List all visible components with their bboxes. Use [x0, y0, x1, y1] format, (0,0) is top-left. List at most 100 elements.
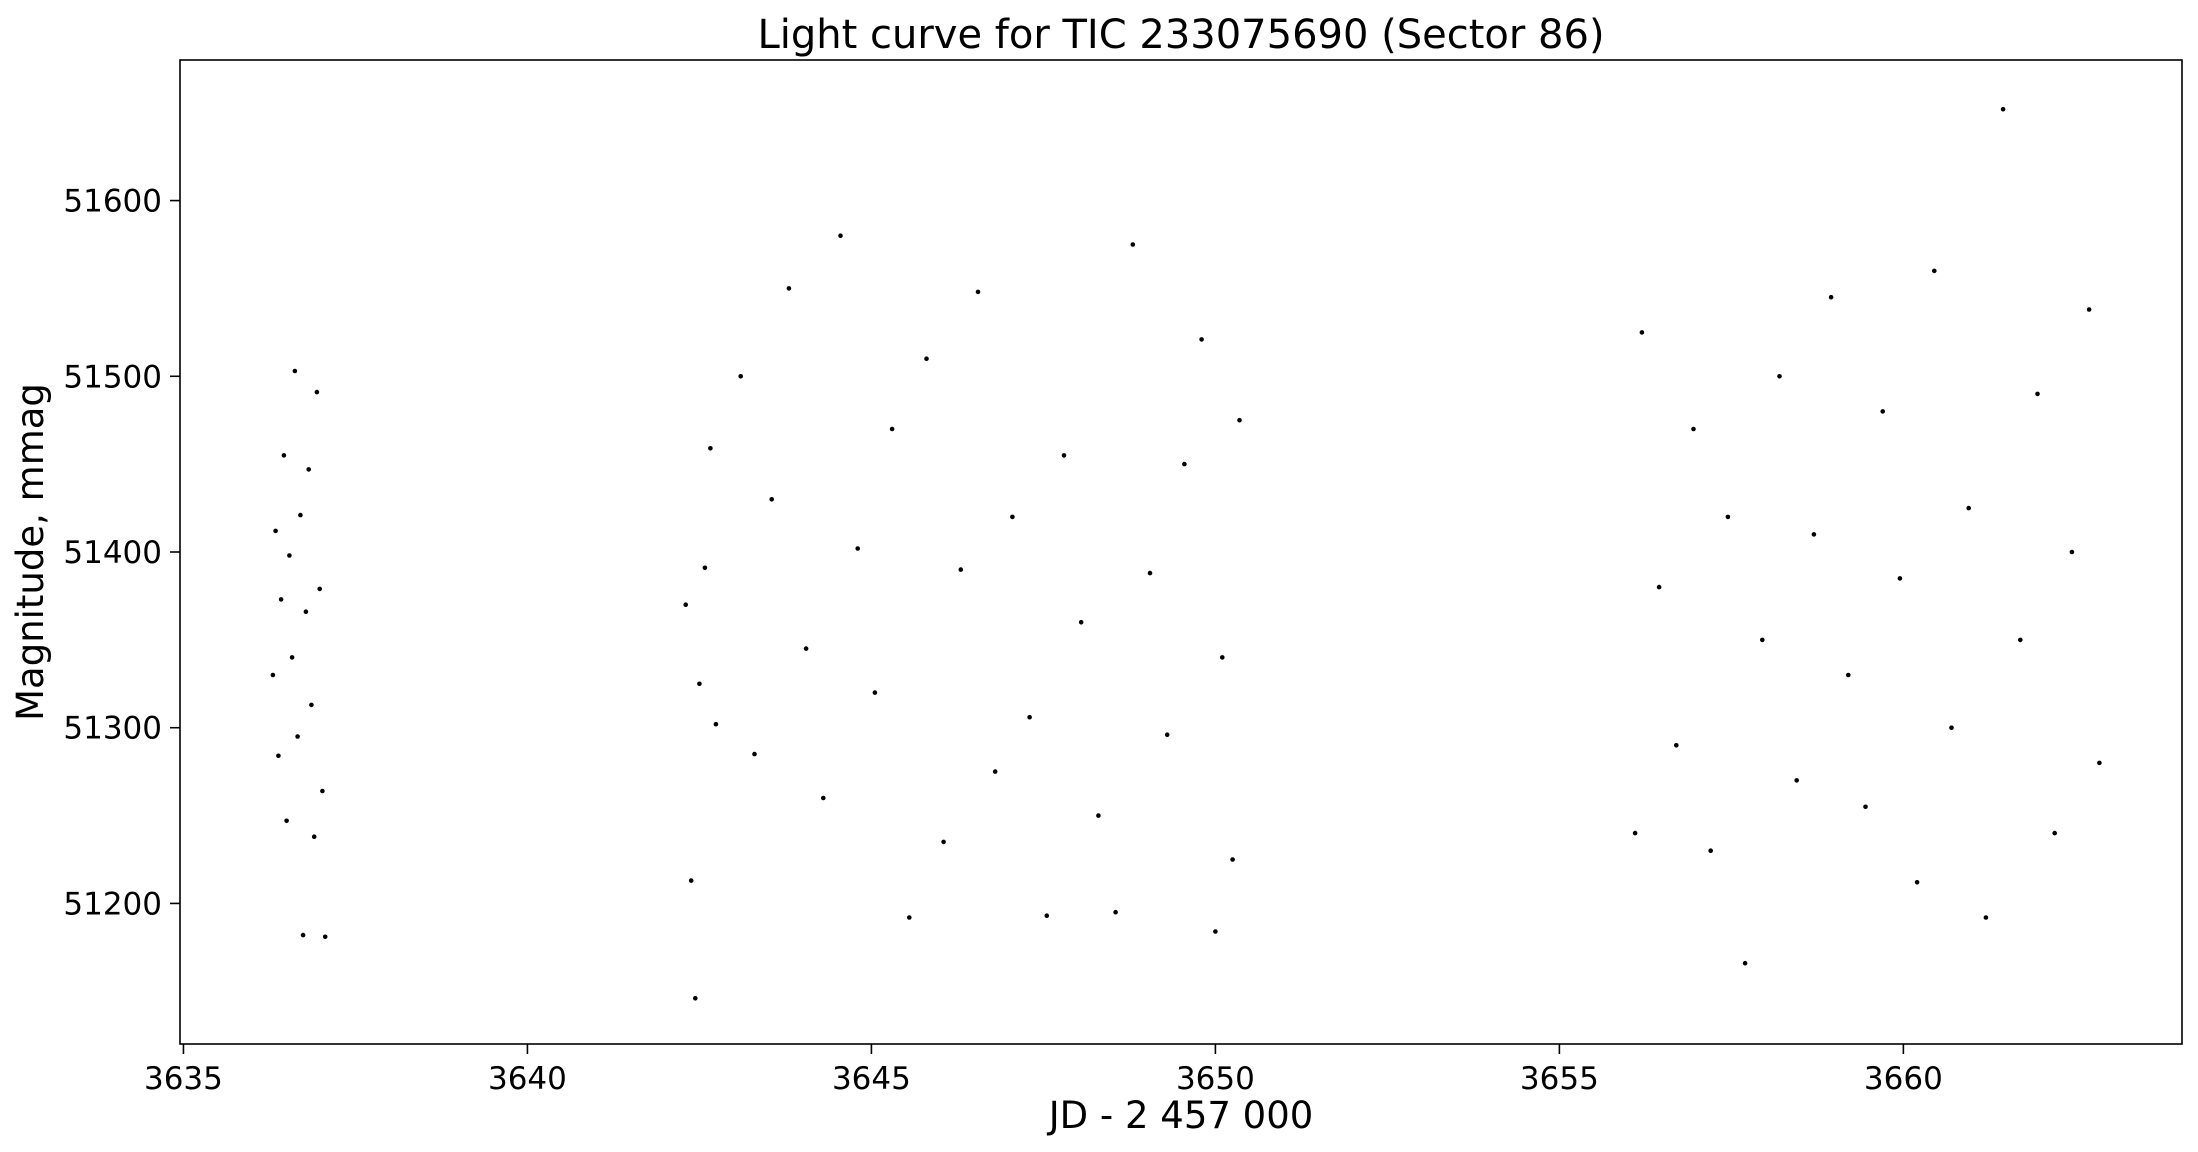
data-point: [992, 769, 998, 774]
data-point: [1966, 505, 1971, 511]
data-point: [1777, 374, 1782, 379]
data-point: [1147, 570, 1153, 576]
data-point: [697, 681, 702, 687]
x-tick-label: 3660: [1864, 1061, 1943, 1097]
data-point: [975, 289, 981, 295]
data-point: [289, 655, 295, 660]
x-tick-label: 3650: [1176, 1061, 1255, 1097]
data-point: [2000, 106, 2006, 112]
data-point: [1983, 915, 1989, 920]
data-point: [300, 932, 306, 938]
data-point: [1828, 294, 1834, 300]
data-point: [1846, 672, 1851, 678]
data-point: [298, 512, 303, 518]
x-tick-label: 3635: [144, 1061, 223, 1097]
data-point: [284, 818, 289, 824]
data-point: [958, 567, 964, 572]
data-point: [1027, 714, 1032, 720]
data-point: [1061, 453, 1067, 458]
data-point: [295, 734, 300, 739]
data-point: [276, 753, 281, 759]
data-point: [786, 286, 792, 291]
data-point: [311, 834, 317, 839]
data-point: [1213, 929, 1218, 934]
data-point: [752, 751, 757, 757]
data-point: [1164, 732, 1170, 737]
data-point: [1760, 637, 1765, 643]
data-point: [320, 788, 325, 794]
chart-title: Light curve for TIC 233075690 (Sector 86…: [757, 12, 1604, 58]
data-point: [278, 597, 284, 602]
data-point: [1708, 848, 1713, 853]
data-point: [1725, 514, 1731, 520]
data-point: [907, 915, 912, 920]
data-point: [1897, 576, 1903, 581]
data-point: [273, 528, 278, 534]
data-point: [889, 426, 895, 432]
y-tick-label: 51500: [63, 359, 162, 395]
data-point: [1230, 857, 1235, 862]
x-axis-ticks: 3635 3640 3645 3650 3655 3660: [144, 1044, 1943, 1097]
data-point: [713, 721, 719, 727]
x-tick-label: 3655: [1520, 1061, 1599, 1097]
data-point: [1632, 830, 1638, 836]
data-point: [2086, 307, 2092, 312]
data-point: [1044, 913, 1050, 918]
data-point: [281, 453, 287, 458]
data-point: [317, 586, 323, 592]
data-point: [872, 690, 878, 695]
data-point: [769, 497, 774, 502]
data-point: [2052, 830, 2057, 836]
data-point: [855, 546, 860, 551]
data-point: [1199, 337, 1204, 342]
y-tick-label: 51400: [63, 535, 162, 571]
data-point: [702, 565, 708, 571]
data-point: [1811, 532, 1817, 537]
data-point: [2018, 637, 2023, 643]
data-point: [322, 934, 328, 940]
data-point: [1914, 880, 1920, 885]
data-point: [803, 646, 809, 651]
data-point: [738, 374, 743, 379]
x-tick-label: 3645: [832, 1061, 911, 1097]
data-point: [941, 839, 946, 845]
data-point: [838, 233, 843, 238]
x-tick-label: 3640: [488, 1061, 567, 1097]
data-point: [1949, 725, 1954, 730]
data-point: [1220, 655, 1225, 660]
data-point: [708, 446, 713, 451]
data-point: [270, 672, 276, 678]
data-point: [2069, 549, 2075, 555]
data-points: [270, 106, 2102, 1001]
data-point: [693, 996, 698, 1001]
data-point: [1182, 461, 1187, 467]
data-point: [303, 609, 309, 614]
data-point: [1656, 584, 1662, 590]
x-axis-label: JD - 2 457 000: [1047, 1094, 1314, 1137]
y-tick-label: 51300: [63, 711, 162, 747]
data-point: [1130, 242, 1136, 247]
data-point: [1691, 426, 1696, 432]
data-point: [821, 795, 826, 801]
data-point: [2097, 760, 2102, 766]
data-point: [1639, 330, 1645, 335]
data-point: [1880, 409, 1885, 414]
data-point: [1794, 778, 1799, 783]
y-axis-label: Magnitude, mmag: [9, 383, 52, 721]
data-point: [1932, 268, 1937, 274]
data-point: [287, 553, 292, 558]
y-axis-ticks: 51200 51300 51400 51500 51600: [63, 184, 180, 922]
data-point: [309, 702, 314, 708]
data-point: [1113, 909, 1118, 915]
data-point: [688, 878, 694, 883]
data-point: [1010, 514, 1015, 520]
data-point: [1863, 804, 1868, 810]
data-point: [1237, 417, 1242, 423]
data-point: [306, 467, 312, 472]
data-point: [1078, 620, 1084, 625]
data-point: [2035, 391, 2040, 397]
data-point: [1096, 813, 1101, 818]
data-point: [1742, 960, 1748, 966]
y-tick-label: 51200: [63, 886, 162, 922]
